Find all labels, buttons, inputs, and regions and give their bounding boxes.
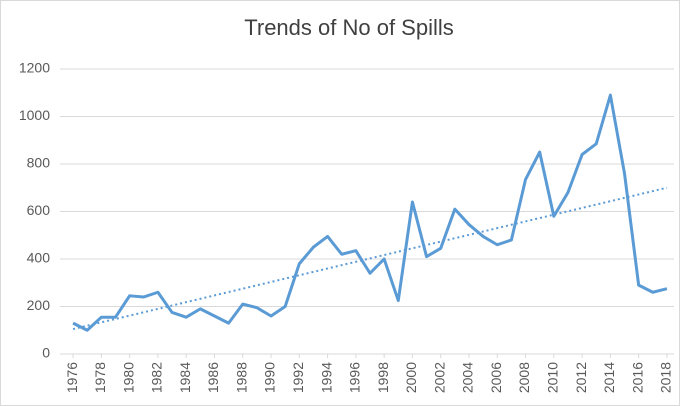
x-tick-label: 2014 — [601, 362, 617, 393]
chart-title: Trends of No of Spills — [244, 15, 454, 40]
x-tick-label: 1986 — [205, 362, 221, 393]
x-tick-label: 1988 — [233, 362, 249, 393]
x-tick-label: 1976 — [64, 362, 80, 393]
x-tick-label: 1994 — [318, 362, 334, 393]
x-tick-label: 2006 — [488, 362, 504, 393]
x-tick-label: 2008 — [516, 362, 532, 393]
y-tick-label: 0 — [42, 345, 50, 361]
y-tick-label: 600 — [27, 202, 51, 218]
x-tick-label: 1990 — [262, 362, 278, 393]
x-tick-label: 1978 — [92, 362, 108, 393]
data-line — [72, 93, 668, 332]
x-tick-label: 2004 — [460, 362, 476, 393]
x-tick-label: 2012 — [573, 362, 589, 393]
x-tick-label: 2002 — [431, 362, 447, 393]
x-tick-label: 1992 — [290, 362, 306, 393]
x-tick-label: 2010 — [545, 362, 561, 393]
x-tick-label: 2018 — [658, 362, 674, 393]
y-tick-label: 1200 — [19, 60, 50, 76]
x-tick-label: 2016 — [629, 362, 645, 393]
x-tick-label: 1982 — [149, 362, 165, 393]
y-tick-label: 800 — [27, 155, 51, 171]
x-tick-label: 1980 — [120, 362, 136, 393]
y-tick-label: 200 — [27, 297, 51, 313]
x-tick-label: 1996 — [347, 362, 363, 393]
trendline — [72, 186, 668, 331]
y-tick-label: 1000 — [19, 107, 50, 123]
x-tick-label: 1998 — [375, 362, 391, 393]
x-tick-label: 1984 — [177, 362, 193, 393]
x-tick-label: 2000 — [403, 362, 419, 393]
y-tick-label: 400 — [27, 250, 51, 266]
